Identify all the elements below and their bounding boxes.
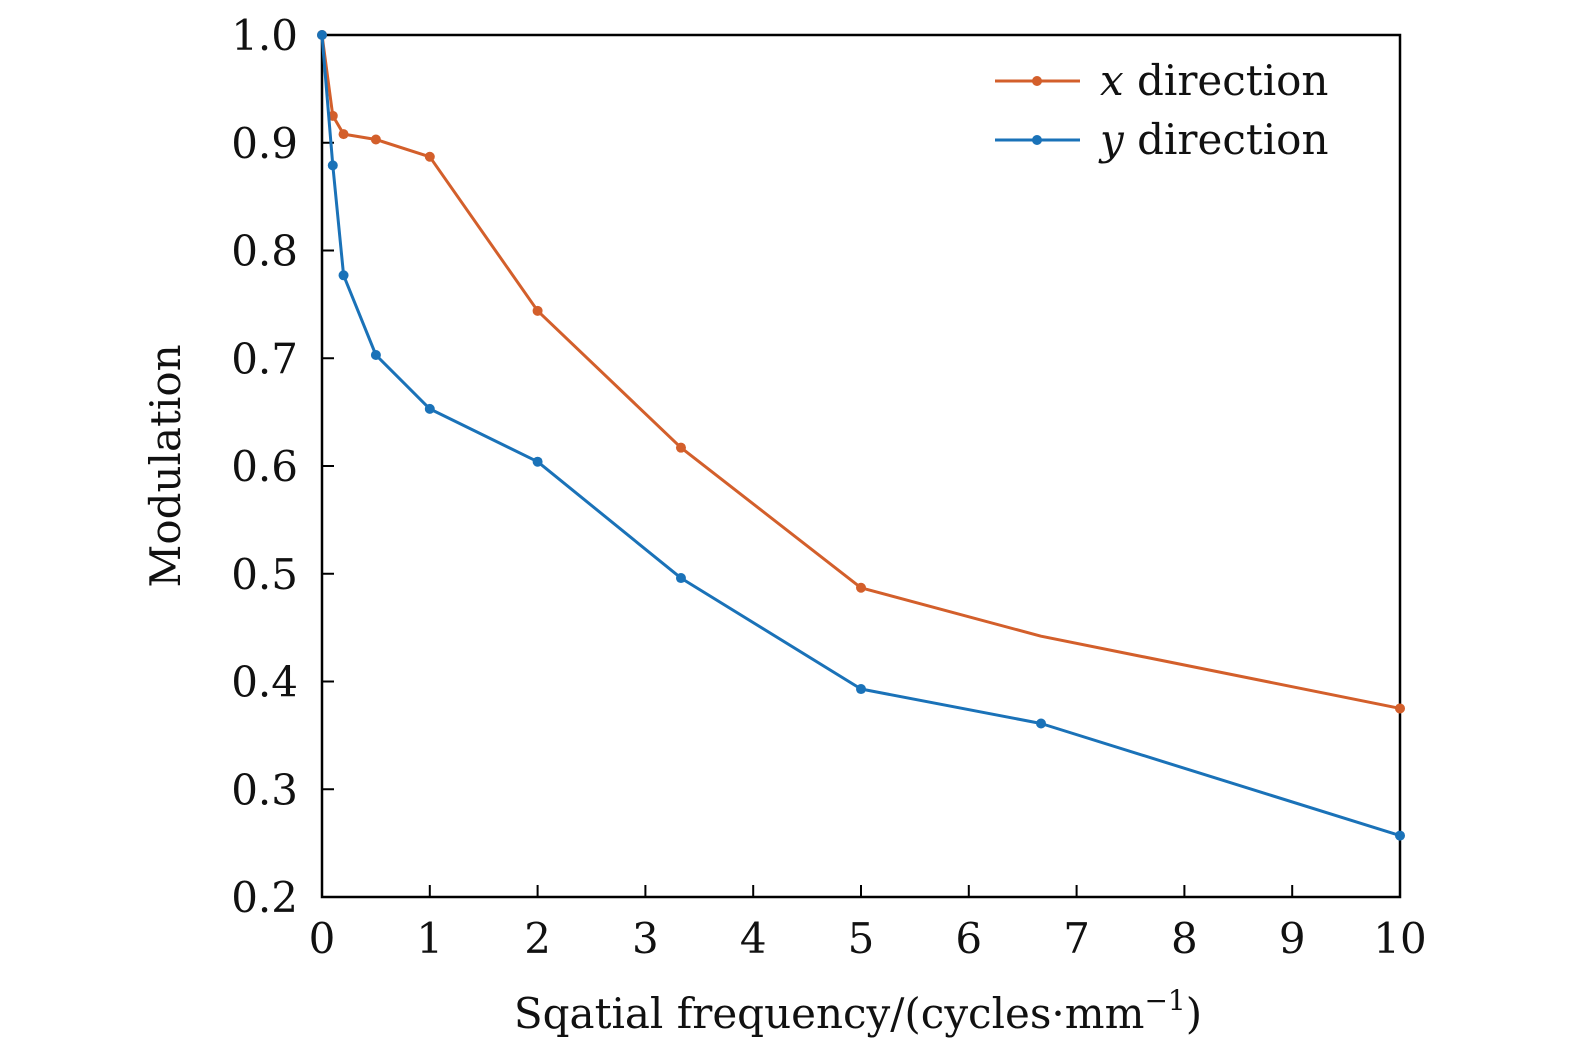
x-tick-label: 5 — [848, 914, 875, 963]
data-point-x-direction — [1395, 703, 1405, 714]
y-tick-label: 0.4 — [231, 658, 298, 707]
y-tick-label: 0.7 — [231, 334, 298, 383]
data-point-y-direction — [317, 30, 327, 40]
x-tick-label: 8 — [1171, 914, 1198, 963]
x-tick-label: 10 — [1373, 914, 1426, 963]
y-axis-ticks: 0.2 0.3 0.4 0.5 0.6 0.7 0.8 0.9 1.0 — [231, 11, 334, 922]
data-point-x-direction — [675, 442, 686, 453]
y-tick-label: 0.9 — [231, 119, 298, 168]
y-tick-label: 0.3 — [231, 765, 298, 814]
data-point-y-direction — [1036, 718, 1047, 729]
x-axis-ticks: 0 1 2 3 4 5 6 7 8 9 10 — [309, 885, 1427, 963]
data-point-y-direction — [370, 350, 381, 361]
x-tick-label: 7 — [1063, 914, 1090, 963]
legend-var-x: x — [1100, 56, 1124, 105]
data-point-y-direction — [338, 270, 349, 281]
x-tick-label: 4 — [740, 914, 767, 963]
y-tick-label: 0.6 — [231, 442, 298, 491]
x-axis-label-superscript: −1 — [1144, 984, 1185, 1017]
data-point-y-direction — [1395, 830, 1405, 841]
x-tick-label: 3 — [632, 914, 659, 963]
legend-suffix-x: direction — [1124, 56, 1329, 105]
x-tick-label: 6 — [955, 914, 982, 963]
legend: x direction y direction — [995, 56, 1329, 164]
y-axis-label: Modulation — [141, 344, 190, 587]
legend-marker-x-direction — [1032, 76, 1042, 86]
x-tick-label: 9 — [1279, 914, 1306, 963]
legend-label-x-direction: x direction — [1100, 56, 1328, 105]
plot-area — [320, 33, 1402, 899]
data-point-y-direction — [532, 456, 543, 467]
x-tick-label: 1 — [416, 914, 443, 963]
data-point-x-direction — [338, 129, 349, 140]
x-axis-label-close: ) — [1186, 989, 1202, 1038]
data-point-y-direction — [424, 403, 435, 414]
y-tick-label: 1.0 — [231, 11, 298, 60]
series-line-y-direction — [320, 34, 1401, 838]
y-tick-label: 0.8 — [231, 227, 298, 276]
data-point-x-direction — [424, 151, 435, 162]
data-point-y-direction — [675, 573, 686, 584]
data-point-y-direction — [856, 684, 866, 695]
series-line-x-direction — [320, 34, 1401, 710]
x-tick-label: 0 — [309, 914, 336, 963]
data-point-y-direction — [327, 160, 338, 171]
legend-var-y: y — [1098, 115, 1125, 164]
legend-label-y-direction: y direction — [1098, 115, 1329, 164]
data-point-x-direction — [856, 582, 866, 593]
data-point-x-direction — [370, 134, 381, 145]
y-tick-label: 0.2 — [231, 873, 298, 922]
x-tick-label: 2 — [524, 914, 551, 963]
data-point-x-direction — [532, 305, 543, 316]
series-layer — [317, 30, 1405, 841]
legend-marker-y-direction — [1032, 135, 1042, 145]
x-axis-label: Sqatial frequency/(cycles·mm−1) — [514, 984, 1202, 1038]
legend-suffix-y: direction — [1124, 115, 1329, 164]
x-axis-label-main: Sqatial frequency/(cycles·mm — [514, 989, 1145, 1038]
y-tick-label: 0.5 — [231, 550, 298, 599]
